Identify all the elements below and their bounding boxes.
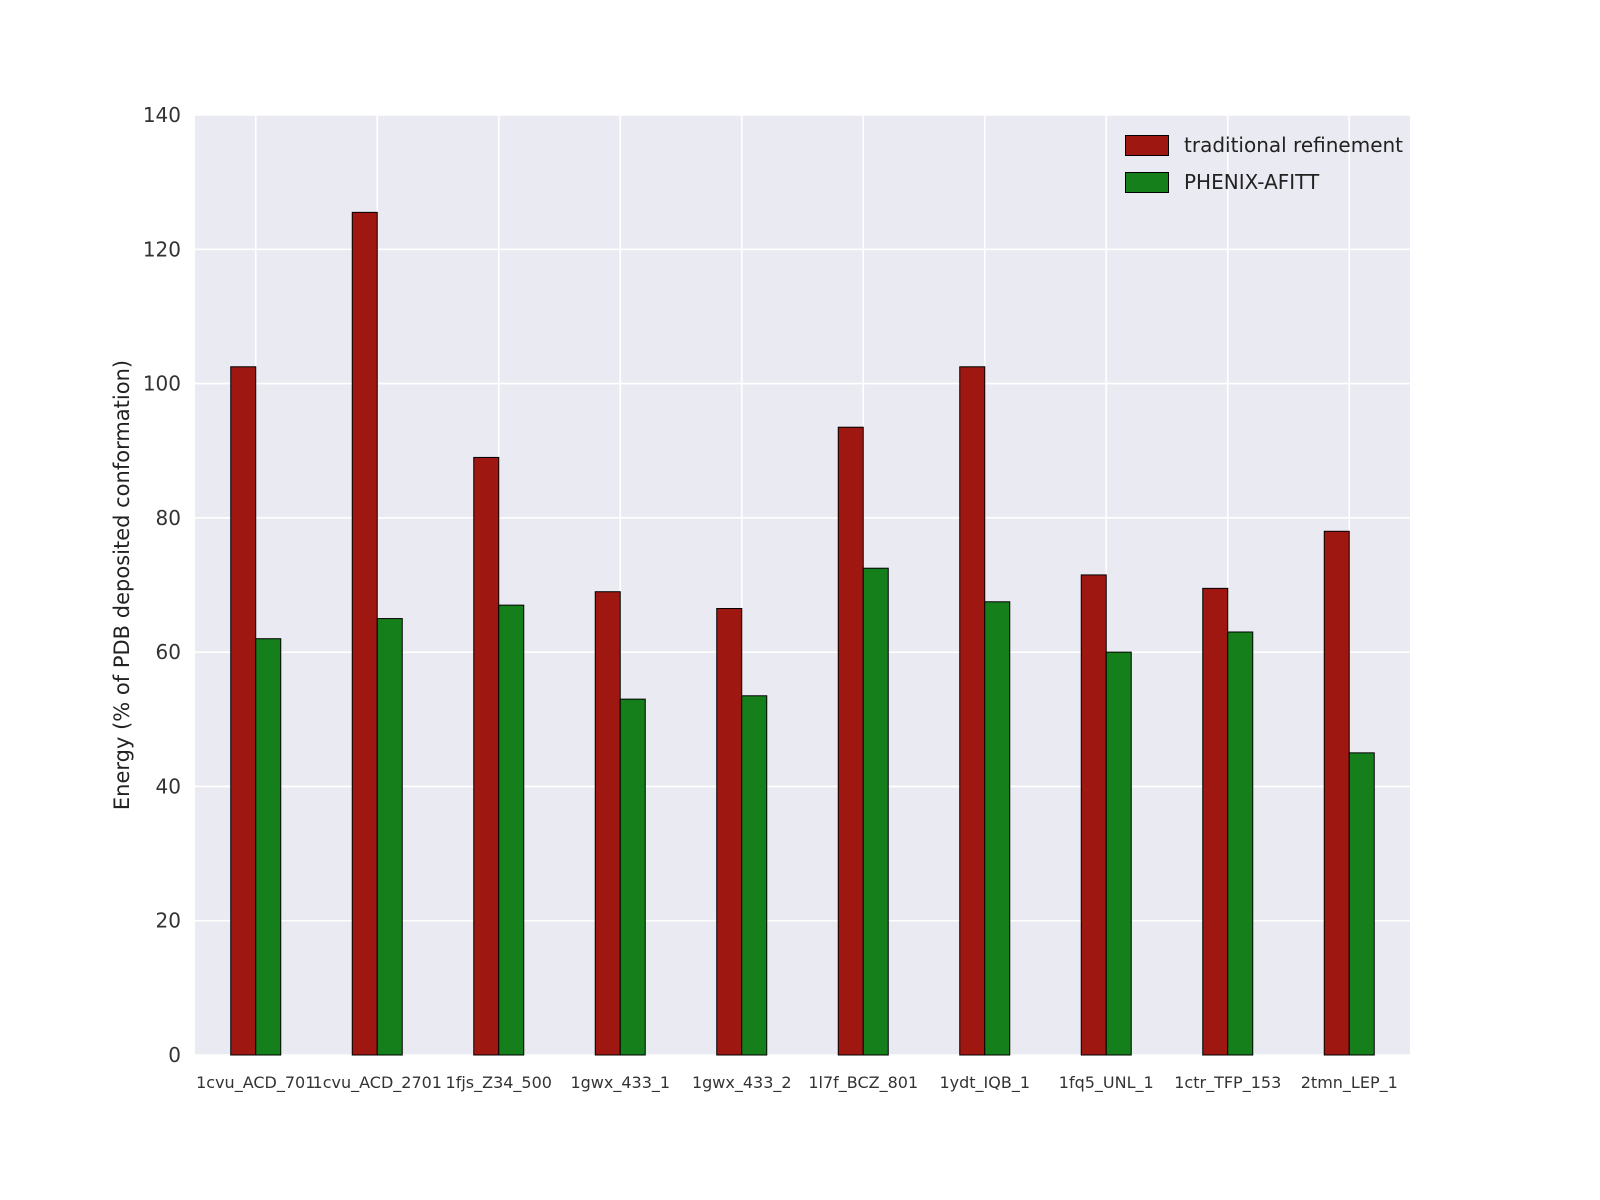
bar-phenix-afitt (862, 567, 889, 1056)
bar-traditional-refinement (351, 211, 378, 1056)
y-axis-label: Energy (% of PDB deposited conformation) (110, 359, 134, 811)
bar-traditional-refinement (594, 591, 621, 1056)
x-tick-label: 1ctr_TFP_153 (1174, 1073, 1281, 1093)
x-tick-label: 1cvu_ACD_2701 (313, 1073, 442, 1093)
bar-traditional-refinement (473, 456, 500, 1056)
y-tick-label: 40 (156, 774, 181, 798)
x-tick-label: 1gwx_433_2 (692, 1073, 792, 1093)
y-tick-label: 60 (156, 640, 181, 664)
legend: traditional refinement PHENIX-AFITT (1125, 133, 1403, 194)
x-tick-label: 2tmn_LEP_1 (1301, 1073, 1398, 1093)
bar-phenix-afitt (498, 604, 525, 1056)
legend-label-traditional-refinement: traditional refinement (1184, 133, 1404, 157)
bar-traditional-refinement (716, 608, 743, 1056)
bar-phenix-afitt (376, 618, 403, 1056)
y-tick-label: 20 (156, 909, 181, 933)
legend-swatch-traditional-refinement (1125, 134, 1169, 156)
x-tick-label: 1fq5_UNL_1 (1059, 1073, 1154, 1093)
bar-phenix-afitt (1227, 631, 1254, 1056)
bar-phenix-afitt (619, 698, 646, 1056)
bar-traditional-refinement (959, 366, 986, 1056)
bar-phenix-afitt (984, 601, 1011, 1056)
bar-traditional-refinement (1323, 530, 1350, 1056)
legend-swatch-phenix-afitt (1125, 171, 1169, 193)
y-tick-label: 0 (168, 1043, 181, 1067)
bar-phenix-afitt (255, 638, 282, 1056)
x-tick-label: 1cvu_ACD_701 (196, 1073, 315, 1093)
bar-traditional-refinement (230, 366, 257, 1056)
x-tick-label: 1ydt_IQB_1 (939, 1073, 1030, 1093)
bar-phenix-afitt (1348, 752, 1375, 1056)
legend-label-phenix-afitt: PHENIX-AFITT (1184, 170, 1320, 194)
x-tick-label: 1gwx_433_1 (570, 1073, 670, 1093)
legend-item-phenix-afitt: PHENIX-AFITT (1125, 170, 1403, 194)
bar-traditional-refinement (837, 426, 864, 1056)
x-tick-label: 1l7f_BCZ_801 (808, 1073, 918, 1093)
bar-traditional-refinement (1080, 574, 1107, 1056)
y-tick-label: 100 (143, 372, 181, 396)
y-tick-label: 140 (143, 103, 181, 127)
y-tick-label: 80 (156, 506, 181, 530)
y-tick-label: 120 (143, 237, 181, 261)
bar-phenix-afitt (1105, 651, 1132, 1056)
bar-phenix-afitt (741, 695, 768, 1056)
bar-traditional-refinement (1202, 587, 1229, 1056)
legend-item-traditional: traditional refinement (1125, 133, 1403, 157)
x-tick-label: 1fjs_Z34_500 (446, 1073, 552, 1093)
